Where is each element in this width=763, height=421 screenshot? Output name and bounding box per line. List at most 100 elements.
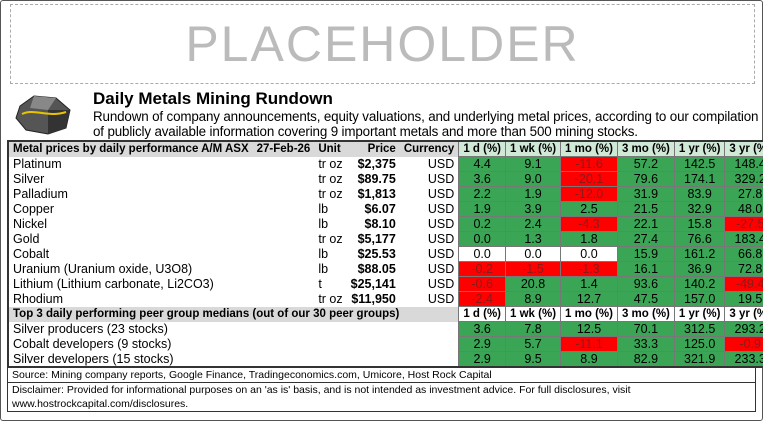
metal-currency: USD [427, 232, 455, 246]
performance-cell: 2.4 [505, 216, 562, 232]
performance-cell: -27.5 [724, 216, 763, 232]
peer-name: Silver developers (15 stocks) [13, 351, 174, 366]
header-period: 3 mo (%) [616, 306, 675, 322]
metal-price: $2,375 [357, 157, 396, 171]
table-section: Metal prices by daily performance A/M AS… [7, 140, 763, 412]
placeholder-banner: PLACEHOLDER [10, 4, 755, 84]
performance-cell: 2.5 [560, 201, 618, 217]
metal-name: Copper [13, 202, 54, 216]
metal-currency: USD [427, 202, 455, 216]
metal-price: $25.53 [357, 247, 396, 261]
header-period: 1 yr (%) [673, 140, 726, 157]
performance-cell: 5.7 [505, 336, 562, 352]
performance-cell: 19.5 [724, 291, 763, 307]
performance-cell: 7.8 [505, 321, 562, 337]
peer-row: Silver developers (15 stocks) 2.9 9.5 8.9 82… [8, 351, 763, 368]
metal-row: Silver tr oz $89.75 USD 3.6 9.0 -20.1 79.6 174.1… [8, 171, 763, 187]
performance-cell: 161.2 [673, 246, 726, 262]
peer-name: Cobalt developers (9 stocks) [13, 337, 172, 351]
metal-row: Cobalt lb $25.53 USD 0.0 0.0 0.0 15.9 161.2 66.8 [8, 246, 763, 262]
performance-cell: 2.2 [458, 186, 507, 202]
performance-cell: 9.1 [505, 156, 562, 172]
performance-cell: 70.1 [616, 321, 675, 337]
metals-table: Metal prices by daily performance A/M AS… [7, 140, 763, 368]
metal-unit: lb [318, 262, 329, 276]
performance-cell: 233.3 [724, 351, 763, 368]
peer-row: Cobalt developers (9 stocks) 2.9 5.7 -11.1 3… [8, 336, 763, 352]
performance-cell: -20.1 [560, 171, 618, 187]
performance-cell: -2.4 [458, 291, 507, 307]
performance-cell: 183.4 [724, 231, 763, 247]
metal-price: $11,950 [351, 292, 396, 306]
performance-cell: -0.2 [458, 261, 507, 277]
performance-cell: 3.6 [458, 171, 507, 187]
performance-cell: 174.1 [673, 171, 726, 187]
performance-cell: 27.4 [616, 231, 675, 247]
metal-unit: lb [318, 247, 329, 261]
performance-cell: 76.6 [673, 231, 726, 247]
performance-cell: 82.9 [616, 351, 675, 368]
header-label: Metal prices by daily performance A/M AS… [8, 141, 253, 157]
performance-cell: 48.0 [724, 201, 763, 217]
peer-row: Silver producers (23 stocks) 3.6 7.8 12.5 70… [8, 321, 763, 337]
performance-cell: -0.9 [724, 336, 763, 352]
performance-cell: -12.0 [560, 186, 618, 202]
report-description: Rundown of company announcements, equity… [93, 109, 759, 139]
header-period: 1 wk (%) [505, 306, 562, 322]
metal-row: Platinum tr oz $2,375 USD 4.4 9.1 -11.6 57.2 142… [8, 156, 763, 172]
source-note: Source: Mining company reports, Google F… [7, 368, 756, 383]
performance-cell: 2.9 [458, 336, 507, 352]
metal-name: Palladium [13, 187, 68, 201]
performance-cell: -0.6 [458, 276, 507, 292]
performance-cell: 20.8 [505, 276, 562, 292]
header-currency: Currency [399, 141, 459, 157]
performance-cell: 148.4 [724, 156, 763, 172]
performance-cell: 140.2 [673, 276, 726, 292]
performance-cell: -11.1 [560, 336, 618, 352]
metal-currency: USD [427, 172, 455, 186]
metal-currency: USD [427, 217, 455, 231]
performance-cell: 1.3 [505, 231, 562, 247]
performance-cell: 27.8 [724, 186, 763, 202]
header-price: Price [346, 141, 400, 157]
metal-currency: USD [427, 157, 455, 171]
performance-cell: 142.5 [673, 156, 726, 172]
header-period: 3 mo (%) [616, 140, 675, 157]
metals-header-row: Metal prices by daily performance A/M AS… [8, 140, 763, 157]
metal-unit: lb [318, 217, 329, 231]
metal-name: Rhodium [13, 292, 64, 306]
metal-unit: t [318, 277, 322, 291]
metal-unit: tr oz [318, 172, 343, 186]
metal-row: Copper lb $6.07 USD 1.9 3.9 2.5 21.5 32.9 48.0 [8, 201, 763, 217]
performance-cell: 15.9 [616, 246, 675, 262]
performance-cell: 15.8 [673, 216, 726, 232]
performance-cell: 93.6 [616, 276, 675, 292]
metal-row: Uranium (Uranium oxide, U3O8) lb $88.05 USD… [8, 261, 763, 277]
metal-name: Silver [13, 172, 45, 186]
header-period: 1 wk (%) [505, 140, 562, 157]
performance-cell: 3.9 [505, 201, 562, 217]
metal-price: $25,141 [350, 277, 396, 291]
metal-price: $1,813 [357, 187, 396, 201]
header-period: 1 mo (%) [560, 306, 618, 322]
metal-currency: USD [427, 247, 455, 261]
metal-price: $89.75 [357, 172, 396, 186]
metal-price: $6.07 [364, 202, 396, 216]
performance-cell: -1.5 [505, 261, 562, 277]
performance-cell: 21.5 [616, 201, 675, 217]
performance-cell: 47.5 [616, 291, 675, 307]
header-period: 1 mo (%) [560, 140, 618, 157]
header-period: 1 d (%) [458, 140, 507, 157]
performance-cell: -1.3 [560, 261, 618, 277]
ore-rock-icon [15, 95, 71, 135]
metal-currency: USD [427, 187, 455, 201]
metal-row: Nickel lb $8.10 USD 0.2 2.4 -4.3 22.1 15.8 -27.5 [8, 216, 763, 232]
performance-cell: 32.9 [673, 201, 726, 217]
metal-unit: tr oz [318, 292, 343, 306]
header-period: 3 yr (%) [724, 306, 763, 322]
performance-cell: 22.1 [616, 216, 675, 232]
performance-cell: 31.9 [616, 186, 675, 202]
performance-cell: 72.8 [724, 261, 763, 277]
metal-row: Lithium (Lithium carbonate, Li2CO3) t $25,… [8, 276, 763, 292]
metal-price: $88.05 [357, 262, 396, 276]
